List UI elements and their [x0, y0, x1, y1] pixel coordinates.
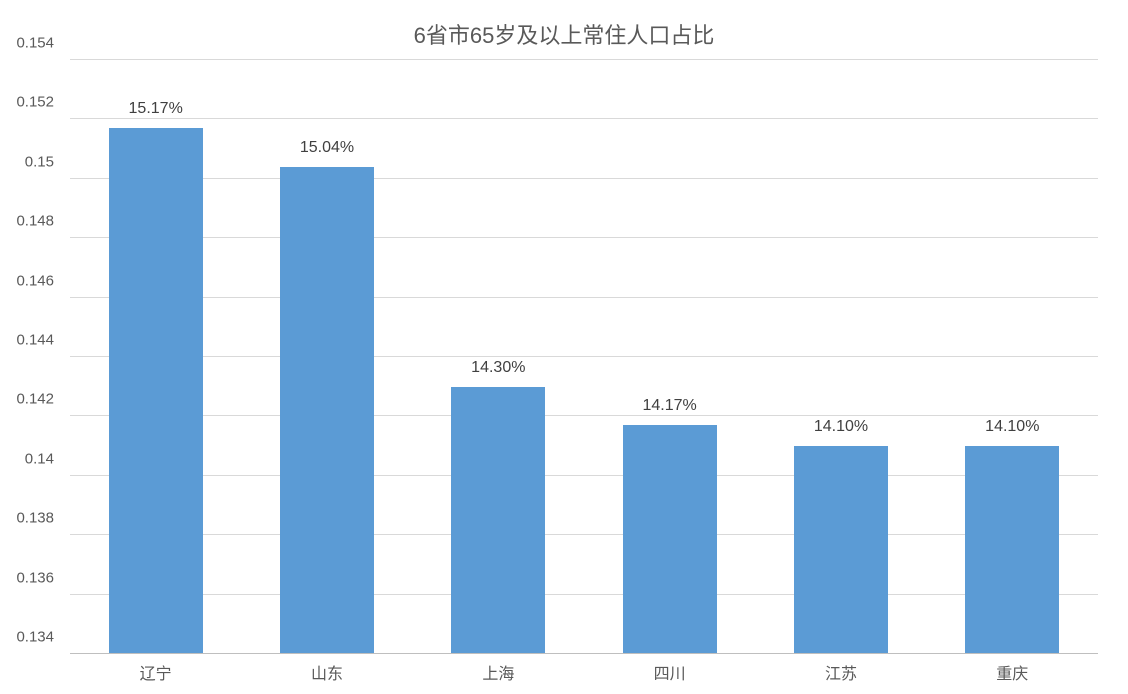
- bar: 14.17%: [623, 425, 717, 654]
- plot-area: 15.17% 15.04% 14.30% 14.17% 14.10% 14.10%: [70, 60, 1098, 654]
- bar-group: 14.10%: [755, 60, 926, 654]
- bar-value-label: 14.30%: [471, 359, 525, 377]
- bar: 14.10%: [965, 446, 1059, 654]
- x-axis: 辽宁山东上海四川江苏重庆: [70, 660, 1098, 684]
- bar-value-label: 15.04%: [300, 139, 354, 157]
- y-tick-label: 0.144: [16, 332, 54, 349]
- y-tick-label: 0.138: [16, 510, 54, 527]
- x-tick-label: 山东: [241, 660, 412, 684]
- bar-value-label: 14.10%: [985, 418, 1039, 436]
- bar: 15.04%: [280, 167, 374, 654]
- x-tick-label: 辽宁: [70, 660, 241, 684]
- bar: 14.30%: [451, 387, 545, 654]
- y-tick-label: 0.136: [16, 569, 54, 586]
- chart-container: 6省市65岁及以上常住人口占比 0.134 0.136 0.138 0.14 0.142…: [0, 0, 1128, 694]
- bar: 15.17%: [109, 128, 203, 654]
- bar-group: 15.04%: [241, 60, 412, 654]
- bar-group: 14.17%: [584, 60, 755, 654]
- y-tick-label: 0.142: [16, 391, 54, 408]
- y-tick-label: 0.14: [25, 450, 54, 467]
- x-tick-label: 江苏: [755, 660, 926, 684]
- bar: 14.10%: [794, 446, 888, 654]
- bar-value-label: 15.17%: [129, 100, 183, 118]
- bar-value-label: 14.17%: [643, 397, 697, 415]
- chart-title: 6省市65岁及以上常住人口占比: [0, 18, 1128, 50]
- x-tick-label: 上海: [413, 660, 584, 684]
- y-tick-label: 0.154: [16, 35, 54, 52]
- x-tick-label: 四川: [584, 660, 755, 684]
- bars-area: 15.17% 15.04% 14.30% 14.17% 14.10% 14.10%: [70, 60, 1098, 654]
- bar-group: 14.10%: [927, 60, 1098, 654]
- y-tick-label: 0.134: [16, 629, 54, 646]
- y-tick-label: 0.146: [16, 272, 54, 289]
- bar-group: 15.17%: [70, 60, 241, 654]
- y-tick-label: 0.15: [25, 153, 54, 170]
- x-tick-label: 重庆: [927, 660, 1098, 684]
- bar-value-label: 14.10%: [814, 418, 868, 436]
- y-tick-label: 0.152: [16, 94, 54, 111]
- x-axis-line: [70, 653, 1098, 654]
- y-tick-label: 0.148: [16, 213, 54, 230]
- bar-group: 14.30%: [413, 60, 584, 654]
- y-axis: 0.134 0.136 0.138 0.14 0.142 0.144 0.146 0.148 0…: [0, 60, 62, 654]
